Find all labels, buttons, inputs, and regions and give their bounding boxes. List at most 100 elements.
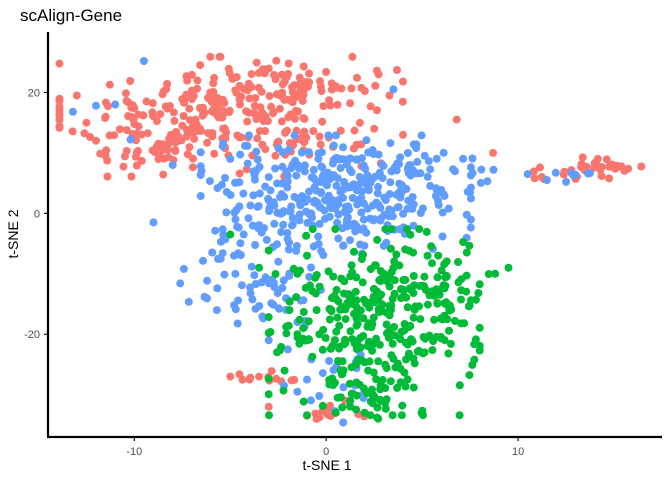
cell-point <box>423 172 432 181</box>
cell-point <box>360 295 368 304</box>
cell-point <box>491 269 500 278</box>
cell-point <box>242 107 251 116</box>
cell-point <box>164 153 173 161</box>
cell-point <box>318 369 327 378</box>
cell-point <box>406 196 415 205</box>
cell-point <box>342 160 351 169</box>
cell-point <box>452 115 461 124</box>
cell-point <box>196 61 205 70</box>
cell-point <box>221 174 229 182</box>
cell-point <box>357 193 366 202</box>
cell-point <box>475 280 484 289</box>
cell-point <box>379 241 388 250</box>
cell-point <box>444 204 453 213</box>
cell-point <box>359 224 368 233</box>
cell-point <box>325 315 334 324</box>
cell-point <box>295 339 304 348</box>
cell-point <box>196 148 205 157</box>
cell-point <box>210 96 219 105</box>
cell-point <box>273 179 282 188</box>
cell-point <box>283 183 292 192</box>
cell-point <box>154 155 163 164</box>
cell-point <box>336 393 345 402</box>
cell-point <box>352 303 361 312</box>
cell-point <box>401 245 410 254</box>
cell-point <box>529 167 538 176</box>
cell-point <box>282 329 291 338</box>
cell-point <box>386 377 395 386</box>
cell-point <box>185 143 194 152</box>
cell-point <box>428 259 436 268</box>
cell-point <box>408 337 417 346</box>
cell-point <box>457 295 465 304</box>
cell-point <box>249 191 258 200</box>
cell-point <box>440 260 449 269</box>
cell-point <box>148 108 157 117</box>
cell-point <box>308 225 317 234</box>
cell-point <box>322 68 331 76</box>
cell-point <box>347 84 356 93</box>
cell-point <box>277 70 286 79</box>
cell-point <box>426 165 435 174</box>
cell-point <box>438 208 447 217</box>
cell-point <box>155 148 164 157</box>
cell-point <box>380 210 389 219</box>
cell-point <box>274 137 283 146</box>
cell-point <box>352 273 361 282</box>
cell-point <box>409 313 418 322</box>
cell-point <box>341 315 350 324</box>
cell-point <box>359 314 368 323</box>
cell-point <box>388 339 397 348</box>
cell-point <box>305 187 313 196</box>
cell-point <box>379 161 388 170</box>
cell-point <box>304 317 313 326</box>
cell-point <box>620 166 629 175</box>
cell-point <box>400 368 409 377</box>
cell-point <box>230 301 239 310</box>
cell-point <box>137 156 146 165</box>
cell-point <box>281 128 290 137</box>
cell-point <box>444 349 453 358</box>
cell-point <box>352 405 361 414</box>
cell-point <box>605 174 614 183</box>
cell-point <box>179 112 188 120</box>
cell-point <box>332 327 341 336</box>
cell-point <box>258 140 267 149</box>
cell-point <box>356 343 365 352</box>
cell-point <box>305 272 314 281</box>
cell-point <box>318 117 327 126</box>
cell-point <box>381 404 390 413</box>
cell-point <box>597 163 606 171</box>
cell-point <box>369 216 378 225</box>
cell-point <box>551 168 560 177</box>
cell-point <box>415 225 424 234</box>
cell-point <box>285 306 294 315</box>
cell-point <box>432 285 441 294</box>
cell-point <box>302 231 311 240</box>
cell-point <box>410 305 419 314</box>
cell-point <box>288 213 297 222</box>
cell-point <box>246 289 255 298</box>
cell-point <box>385 205 394 214</box>
cell-point <box>370 124 379 133</box>
cell-point <box>285 271 294 280</box>
cell-point <box>126 135 135 144</box>
cell-point <box>325 380 334 389</box>
cell-point <box>393 66 401 74</box>
cell-point <box>131 152 140 161</box>
cell-point <box>423 251 432 260</box>
cell-point <box>264 64 273 73</box>
cell-point <box>267 299 276 308</box>
cell-point <box>417 408 426 417</box>
cell-point <box>265 196 273 205</box>
cell-point <box>158 140 167 149</box>
axis-ticks: -10 0 10 -20 0 20 <box>24 87 524 458</box>
x-tick-label: 0 <box>323 446 329 458</box>
cell-point <box>454 258 463 266</box>
cell-point <box>277 228 286 237</box>
cell-point <box>322 180 330 189</box>
cell-point <box>230 251 238 260</box>
cell-point <box>179 264 188 273</box>
cell-point <box>336 188 345 197</box>
cell-point <box>346 327 355 336</box>
